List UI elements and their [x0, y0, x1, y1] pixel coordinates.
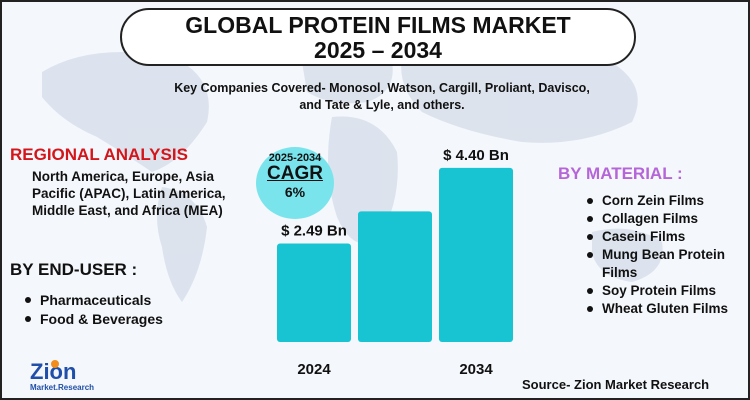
list-item: Casein Films [584, 228, 748, 246]
cagr-value: 6% [284, 184, 306, 200]
bullet-icon [587, 216, 593, 222]
list-item: Collagen Films [584, 210, 748, 228]
list-item: Mung Bean Protein Films [584, 246, 748, 282]
bullet-icon [587, 306, 593, 312]
bar-1 [277, 243, 351, 342]
logo-tagline: Market.Research [30, 383, 94, 392]
list-item: Food & Beverages [22, 310, 163, 329]
cagr-badge: 2025-2034 CAGR 6% [256, 147, 334, 219]
material-item: Casein Films [602, 229, 686, 244]
title-line-2: 2025 – 2034 [314, 37, 442, 63]
list-item: Corn Zein Films [584, 192, 748, 210]
regional-analysis-heading: REGIONAL ANALYSIS [10, 145, 188, 164]
bullet-icon [587, 198, 593, 204]
title-banner: GLOBAL PROTEIN FILMS MARKET 2025 – 2034 [120, 8, 636, 66]
material-item: Wheat Gluten Films [602, 301, 729, 316]
material-item: Corn Zein Films [602, 193, 705, 208]
logo-dot-icon [51, 360, 59, 368]
bullet-icon [25, 316, 31, 322]
list-item: Pharmaceuticals [22, 291, 163, 310]
key-companies: Key Companies Covered- Monosol, Watson, … [122, 80, 642, 114]
material-list: Corn Zein Films Collagen Films Casein Fi… [584, 192, 748, 318]
end-user-list: Pharmaceuticals Food & Beverages [22, 291, 163, 329]
data-label: $ 2.49 Bn [281, 222, 347, 239]
key-companies-line-2: and Tate & Lyle, and others. [299, 98, 465, 112]
list-item: Wheat Gluten Films [584, 300, 748, 318]
material-item: Mung Bean Protein Films [602, 247, 726, 280]
title-line-1: GLOBAL PROTEIN FILMS MARKET [185, 12, 571, 38]
cagr-years: 2025-2034 [268, 152, 322, 164]
material-item: Soy Protein Films [602, 283, 717, 298]
bar-3 [439, 167, 513, 342]
end-user-item: Food & Beverages [40, 311, 163, 327]
x-tick-label: 2034 [459, 361, 493, 378]
end-user-heading: BY END-USER : [10, 260, 138, 279]
source-note: Source- Zion Market Research [522, 377, 710, 392]
material-heading: BY MATERIAL : [558, 164, 683, 183]
material-item: Collagen Films [602, 211, 699, 226]
bar-2 [358, 211, 432, 342]
end-user-item: Pharmaceuticals [40, 292, 152, 308]
x-tick-label: 2024 [297, 361, 331, 378]
bullet-icon [587, 288, 593, 294]
bullet-icon [587, 252, 593, 258]
data-label: $ 4.40 Bn [443, 147, 509, 164]
key-companies-line-1: Key Companies Covered- Monosol, Watson, … [174, 81, 590, 95]
cagr-label: CAGR [267, 163, 323, 184]
regional-analysis-text: North America, Europe, Asia Pacific (APA… [32, 169, 226, 218]
bullet-icon [25, 297, 31, 303]
list-item: Soy Protein Films [584, 282, 748, 300]
bullet-icon [587, 234, 593, 240]
zion-logo: Zion Market.Research [30, 359, 94, 392]
